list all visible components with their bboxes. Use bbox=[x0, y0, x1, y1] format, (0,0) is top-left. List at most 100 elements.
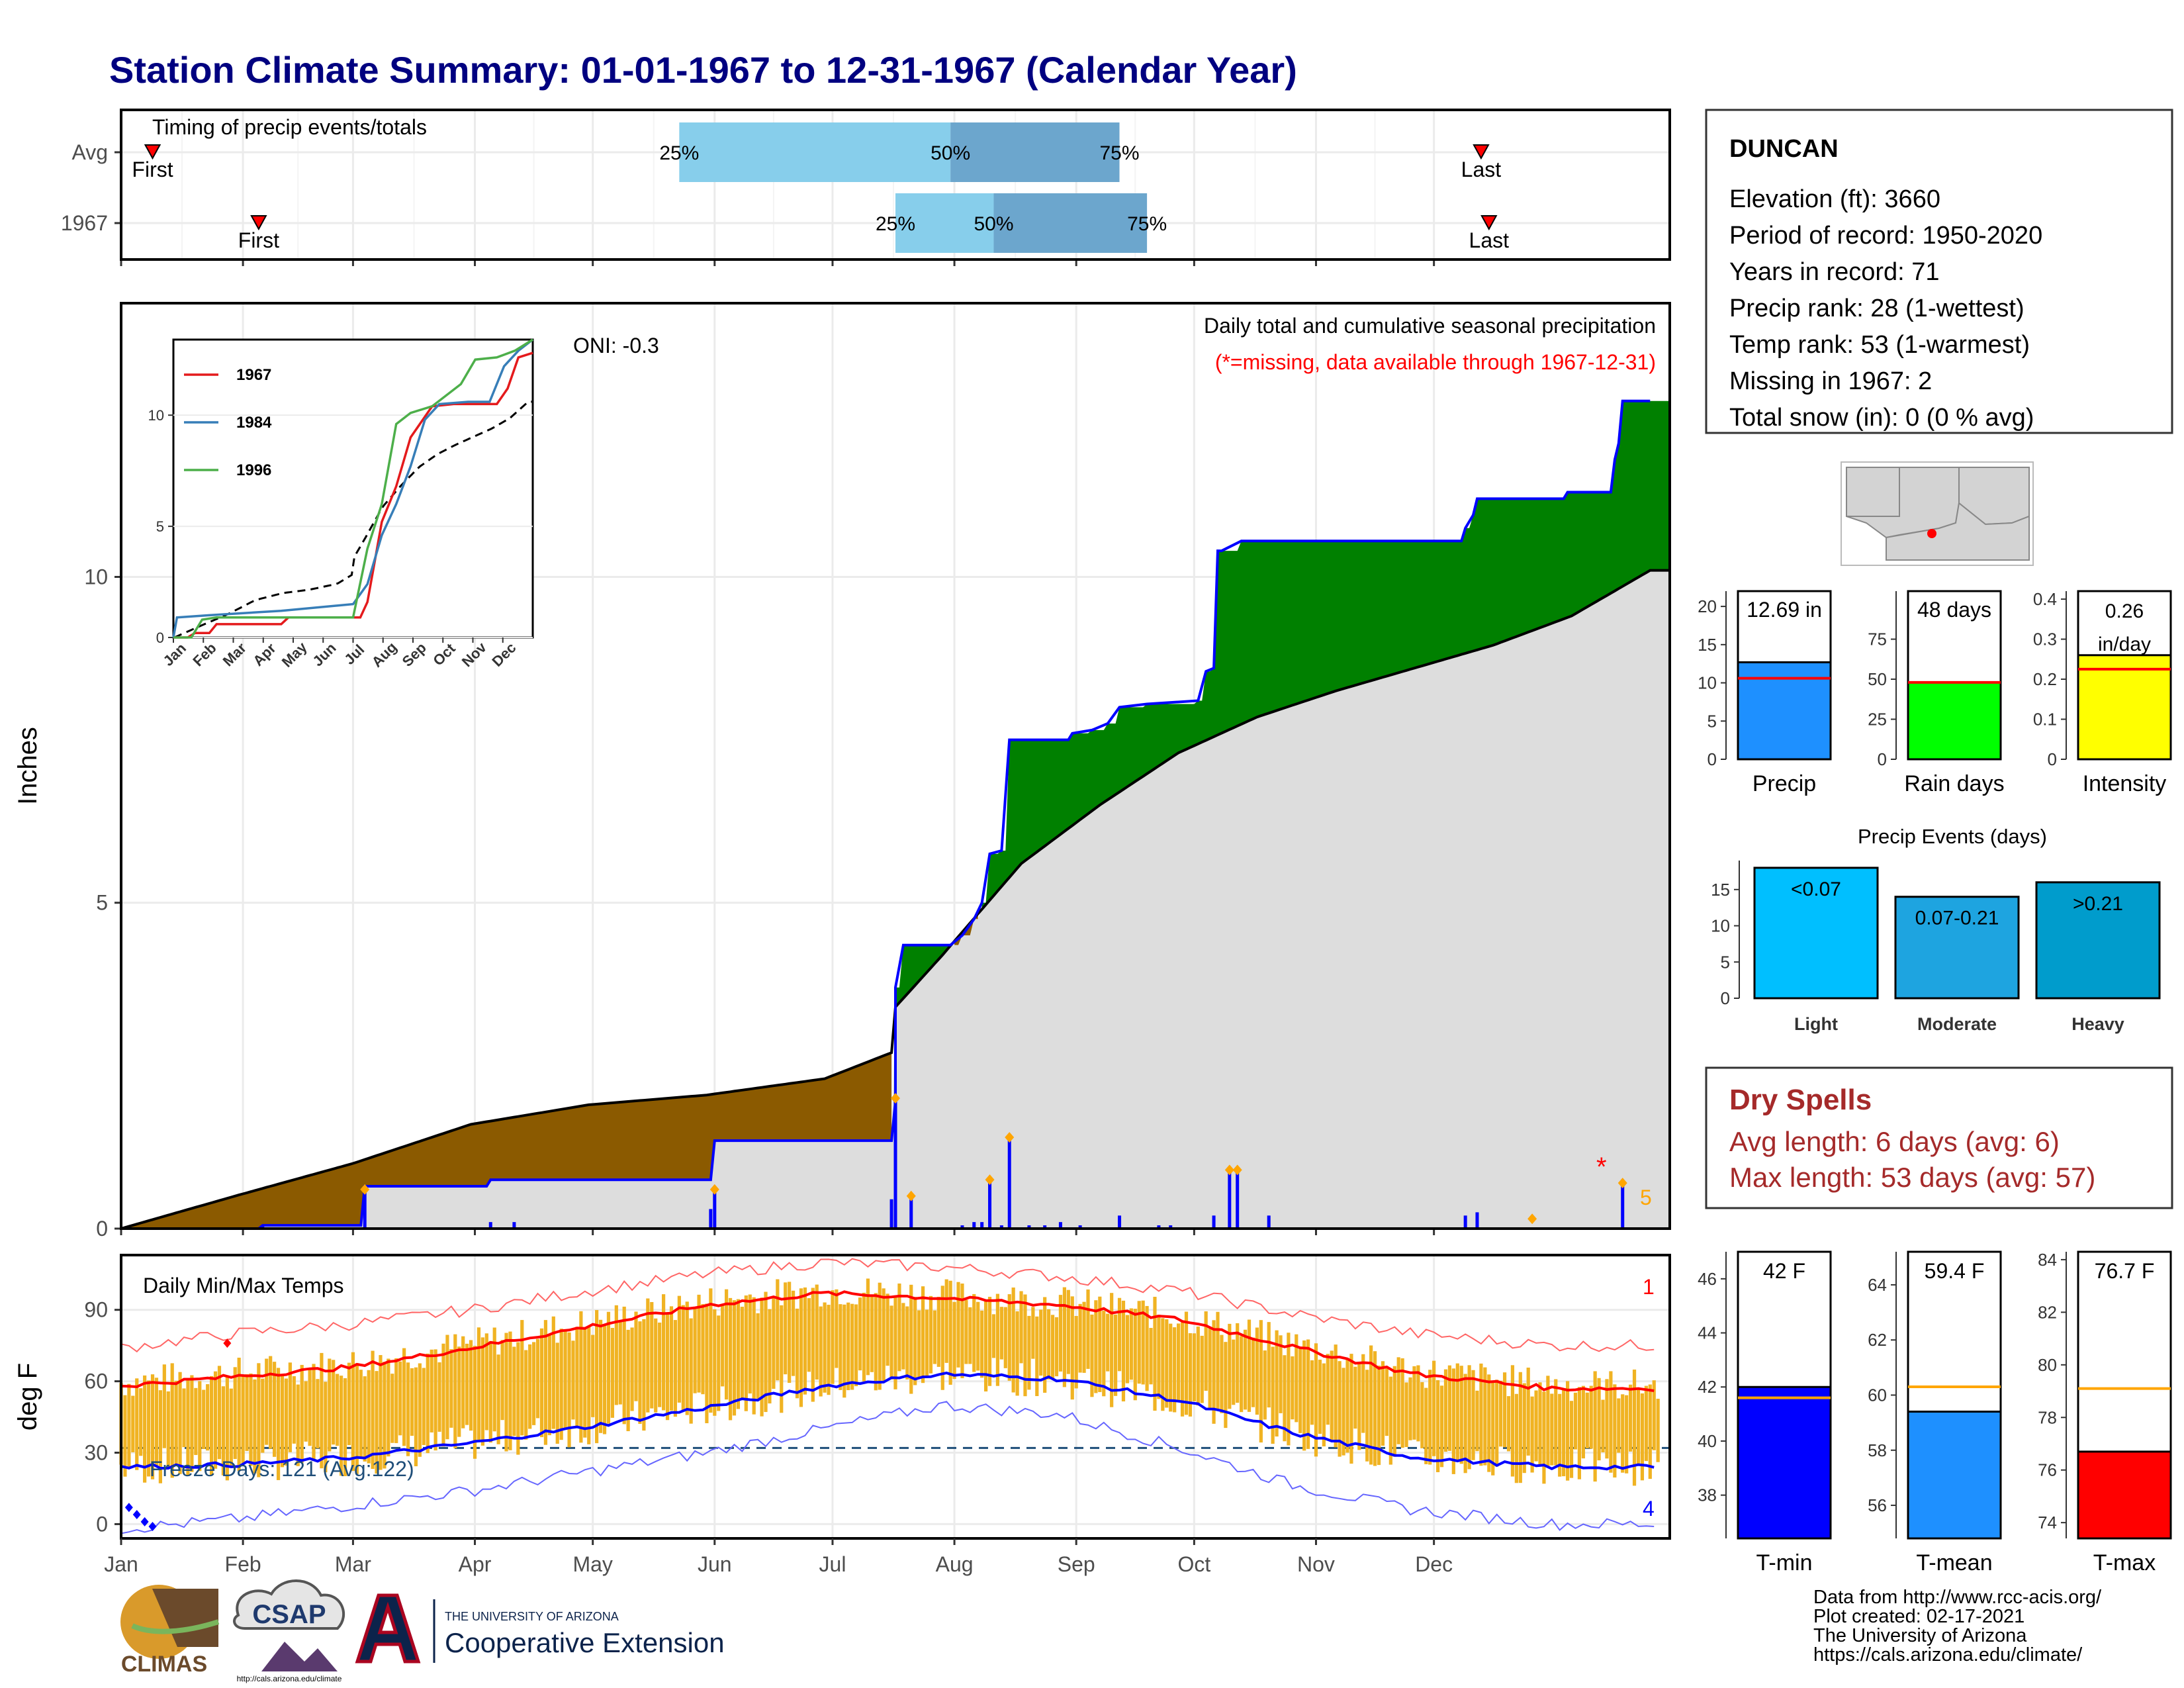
temp-daily-range-bar bbox=[146, 1380, 151, 1477]
temp-daily-range-bar bbox=[1392, 1366, 1396, 1457]
temp-daily-range-bar bbox=[1102, 1311, 1106, 1397]
timing-q75-label: 75% bbox=[1100, 142, 1140, 164]
temp-panel-border bbox=[120, 1254, 1671, 1540]
temp-daily-range-bar bbox=[1554, 1379, 1558, 1466]
precip-daily-bar bbox=[1058, 1222, 1062, 1229]
mini-bar-tick-label: 15 bbox=[1698, 635, 1717, 655]
temp-daily-range-bar bbox=[336, 1374, 340, 1446]
temp-daily-range-bar bbox=[1577, 1387, 1582, 1479]
record-min-line bbox=[120, 1401, 1655, 1534]
station-snow: Total snow (in): 0 (0 % avg) bbox=[1729, 404, 2034, 432]
temp-daily-range-bar bbox=[1365, 1370, 1369, 1462]
temp-daily-range-bar bbox=[394, 1358, 398, 1444]
temp-daily-range-bar bbox=[328, 1358, 332, 1452]
temp-daily-range-bar bbox=[713, 1309, 717, 1416]
temp-daily-range-bar bbox=[1070, 1296, 1074, 1400]
temp-daily-range-bar bbox=[862, 1292, 866, 1382]
precip-daily-bar bbox=[1475, 1212, 1479, 1229]
temp-daily-range-bar bbox=[799, 1288, 803, 1407]
month-tick-label: Sep bbox=[1058, 1552, 1095, 1576]
temp-daily-range-bar bbox=[1569, 1401, 1574, 1478]
temp-daily-range-bar bbox=[944, 1279, 948, 1363]
temp-summary-bar-t-min bbox=[1737, 1385, 1832, 1540]
temp-daily-range-bar bbox=[831, 1290, 835, 1384]
temp-daily-range-bar bbox=[587, 1327, 591, 1444]
temp-daily-range-bar bbox=[449, 1349, 453, 1428]
events-category-label: Moderate bbox=[1917, 1014, 1997, 1034]
temp-daily-range-bar bbox=[889, 1305, 893, 1380]
timing-row-label: 1967 bbox=[61, 211, 108, 235]
temp-daily-range-bar bbox=[571, 1340, 575, 1420]
events-bar-label: <0.07 bbox=[1791, 878, 1841, 900]
temp-daily-range-bar bbox=[414, 1367, 418, 1467]
temp-daily-range-bar bbox=[241, 1374, 245, 1465]
temp-summary-label: T-max bbox=[2093, 1550, 2156, 1575]
temp-daily-range-bar bbox=[465, 1343, 469, 1425]
temp-daily-range-bar bbox=[363, 1376, 367, 1462]
temp-daily-range-bar bbox=[618, 1321, 622, 1405]
temp-daily-range-bar bbox=[1129, 1308, 1133, 1380]
month-tick-label: Feb bbox=[225, 1552, 261, 1576]
temp-daily-range-bar bbox=[312, 1364, 316, 1462]
events-y-tick-label: 15 bbox=[1711, 880, 1730, 900]
temp-daily-range-bar bbox=[1621, 1394, 1625, 1473]
temp-daily-range-bar bbox=[1369, 1345, 1373, 1465]
temp-daily-range-bar bbox=[858, 1297, 862, 1371]
month-tick-label: Jun bbox=[698, 1552, 732, 1576]
temp-summary-tick-label: 64 bbox=[1868, 1275, 1887, 1295]
temp-daily-range-bar bbox=[1027, 1315, 1031, 1390]
temp-summary-tick-label: 78 bbox=[2038, 1407, 2057, 1427]
month-tick-label: Jul bbox=[819, 1552, 846, 1576]
temp-daily-range-bar bbox=[202, 1389, 206, 1449]
temp-daily-range-bar bbox=[1141, 1300, 1145, 1385]
map-state-west bbox=[1846, 467, 1900, 517]
temp-daily-range-bar bbox=[430, 1349, 433, 1432]
inset-series-1996-line bbox=[173, 338, 533, 639]
footer-url: https://cals.arizona.edu/climate/ bbox=[1813, 1644, 2083, 1665]
inset-series-1984-line bbox=[172, 338, 534, 638]
temp-daily-range-bar bbox=[760, 1297, 764, 1417]
climas-logo-shape bbox=[152, 1589, 218, 1647]
temp-daily-range-bar bbox=[1066, 1289, 1070, 1374]
temp-daily-range-bar bbox=[1306, 1339, 1310, 1449]
temp-daily-range-bar bbox=[1220, 1335, 1224, 1413]
timing-row-label: Avg bbox=[71, 140, 108, 164]
precip-y-tick-label: 10 bbox=[84, 565, 108, 588]
csap-logo: CSAP http://cals.arizona.edu/climate bbox=[233, 1579, 345, 1683]
temp-daily-range-bar bbox=[320, 1352, 324, 1469]
temp-daily-range-bar bbox=[1412, 1366, 1416, 1440]
timing-bar-q25-q50 bbox=[895, 193, 994, 253]
footer-logos: CLIMAS CSAP http://cals.arizona.edu/clim… bbox=[120, 1579, 725, 1683]
temp-daily-range-bar bbox=[1318, 1360, 1322, 1434]
temp-daily-range-bar bbox=[1255, 1327, 1259, 1415]
missing-marker: * bbox=[1596, 1152, 1607, 1182]
temp-daily-range-bar bbox=[835, 1289, 839, 1368]
mini-bar-value: 48 days bbox=[1917, 598, 1991, 622]
temp-daily-range-bar bbox=[748, 1294, 752, 1394]
temp-daily-range-bar bbox=[1039, 1309, 1043, 1376]
climas-logo-swoosh bbox=[131, 1619, 220, 1634]
freeze-days: Freeze Days: 121 (Avg:122) bbox=[150, 1457, 414, 1481]
csap-url: http://cals.arizona.edu/climate bbox=[237, 1674, 342, 1683]
temp-daily-range-bar bbox=[383, 1362, 387, 1469]
temp-daily-range-bar bbox=[150, 1374, 155, 1479]
temp-daily-range-bar bbox=[987, 1297, 992, 1386]
temp-daily-range-bar bbox=[1287, 1333, 1291, 1446]
temp-daily-range-bar bbox=[123, 1395, 127, 1477]
temp-y-tick-label: 0 bbox=[96, 1512, 108, 1536]
precip-event-point bbox=[1617, 1178, 1627, 1189]
temp-daily-range-bar bbox=[1322, 1363, 1326, 1447]
temp-daily-range-bar bbox=[166, 1391, 170, 1468]
events-title: Precip Events (days) bbox=[1858, 825, 2047, 848]
precip-daily-bar bbox=[1078, 1225, 1082, 1229]
temp-daily-range-bar bbox=[292, 1376, 296, 1444]
temp-daily-range-bar bbox=[1408, 1377, 1412, 1440]
temp-daily-range-bar bbox=[1487, 1374, 1491, 1472]
station-name: DUNCAN bbox=[1729, 135, 1839, 163]
temp-daily-range-bar bbox=[1188, 1333, 1193, 1417]
temp-daily-range-bar bbox=[1192, 1333, 1196, 1401]
temp-daily-range-bar bbox=[375, 1371, 379, 1474]
temp-daily-range-bar bbox=[1023, 1294, 1027, 1397]
precip-events-chart: Precip Events (days) 0 5 10 15 <0.07 Light 0.0… bbox=[1711, 825, 2161, 1034]
